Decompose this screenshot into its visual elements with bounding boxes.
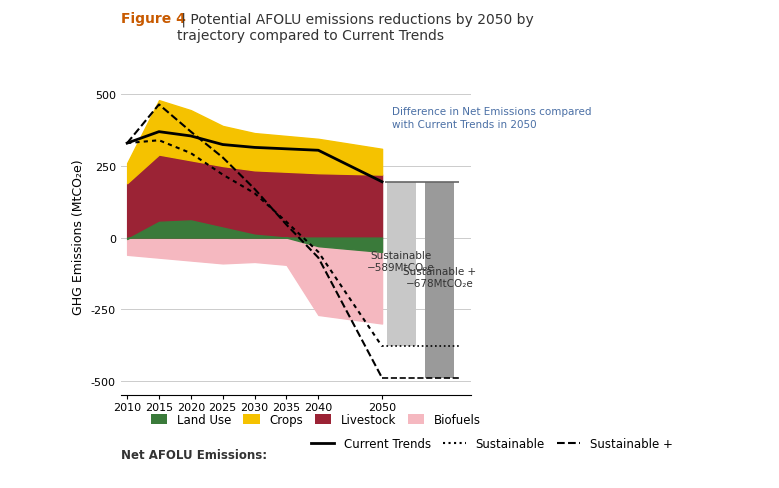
Text: −678MtCO₂e: −678MtCO₂e	[406, 278, 474, 288]
Y-axis label: GHG Emissions (MtCO₂e): GHG Emissions (MtCO₂e)	[72, 159, 85, 314]
Text: Net AFOLU Emissions:: Net AFOLU Emissions:	[121, 448, 267, 461]
Text: Figure 4: Figure 4	[121, 12, 185, 26]
Legend: Land Use, Crops, Livestock, Biofuels: Land Use, Crops, Livestock, Biofuels	[146, 408, 485, 431]
Text: Difference in Net Emissions compared
with Current Trends in 2050: Difference in Net Emissions compared wit…	[392, 106, 591, 130]
Text: | Potential AFOLU emissions reductions by 2050 by
trajectory compared to Current: | Potential AFOLU emissions reductions b…	[177, 12, 534, 43]
Text: −589MtCO₂e: −589MtCO₂e	[368, 263, 435, 272]
Legend: Current Trends, Sustainable, Sustainable +: Current Trends, Sustainable, Sustainable…	[306, 433, 677, 455]
Text: Sustainable: Sustainable	[371, 251, 432, 261]
Bar	[425, 183, 453, 378]
Text: Sustainable +: Sustainable +	[403, 267, 476, 277]
Bar	[387, 183, 415, 346]
